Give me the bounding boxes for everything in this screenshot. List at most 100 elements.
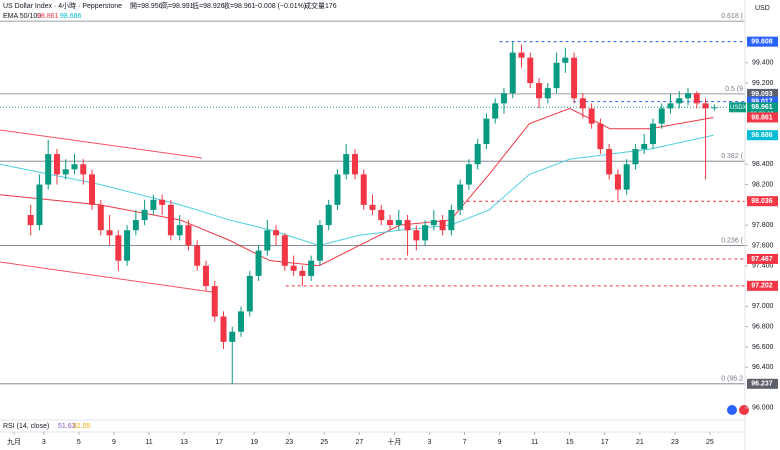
fib-label: 0.382 ( [721,153,743,160]
price-label: 97.467 [751,256,773,263]
candle-body [255,250,262,276]
candle-body [308,260,315,276]
ema-legend: EMA 50/100 [3,13,41,20]
candle-body [167,204,174,236]
quote-item: 成交量176 [304,1,337,10]
candle-body [614,174,621,190]
fib-label: 0.5 (9 [725,86,743,93]
price-label: 97.202 [751,283,773,290]
candle-body [246,275,253,312]
candle-body [649,123,656,144]
axis-unit: USD [755,5,770,12]
x-tick-label: 25 [320,439,328,446]
candle-body [264,230,271,251]
rsi-value: 51.63 [58,423,76,430]
candle-body [62,169,69,175]
candle-body [273,230,280,236]
price-box [729,102,746,113]
candle-body [588,108,595,124]
candle-body [562,57,569,63]
rsi-value: 51.55 [73,423,91,430]
x-tick-label: 9 [498,439,502,446]
y-tick-label: 97.800 [752,222,774,229]
candle-body [492,103,499,119]
candle-body [457,184,464,210]
price-label: 96.237 [751,381,773,388]
y-tick-label: 97.600 [752,242,774,249]
y-tick-label: 98.400 [752,161,774,168]
x-tick-label: 5 [77,439,81,446]
x-tick-label: 17 [215,439,223,446]
candle-body [623,164,630,190]
x-tick-label: 17 [601,439,609,446]
candle-body [159,199,166,205]
x-tick-label: 23 [671,439,679,446]
candle-body [702,103,709,109]
candle-body [430,220,437,226]
candle-body [106,230,113,236]
fib-label: 0.236 ( [721,237,743,244]
candle-body [439,220,446,231]
candle-body [422,225,429,241]
y-tick-label: 96.800 [752,323,774,330]
fib-label: 0 (96.2 [721,376,743,383]
candle-body [676,98,683,104]
price-label: 99.017 [751,98,773,105]
x-tick-label: 十月 [387,437,401,446]
candle-body [36,184,43,226]
candle-body [544,88,551,99]
x-tick-label: 27 [355,439,363,446]
quote-item: −0.008 (−0.01%) [254,3,306,10]
candle-body [150,199,157,210]
candle-body [185,225,192,246]
y-tick-label: 96.600 [752,344,774,351]
y-tick-label: 97.000 [752,303,774,310]
candle-body [27,215,34,226]
candle-body [536,83,543,99]
price-box [747,280,778,291]
candle-body [395,220,402,226]
x-tick-label: 23 [285,439,293,446]
icon[interactable] [739,405,749,415]
rsi-legend: RSI (14, close) [3,423,49,430]
candle-body [378,209,385,221]
ema-value: 98.686 [60,13,82,20]
candle-body [579,98,586,109]
price-label: 98.036 [751,198,773,205]
price-box [747,36,778,47]
candle-body [229,331,236,342]
candle-body [711,107,718,109]
x-tick-label: 19 [250,439,258,446]
candle-body [641,143,648,150]
y-tick-label: 97.400 [752,263,774,270]
quote-item: 收=98.961 [223,1,256,10]
candle-body [606,149,613,175]
candle-body [194,245,201,266]
price-tag: USDX [730,105,747,111]
channel-line [0,261,213,293]
candle-body [80,164,87,175]
candle-body [141,209,148,221]
candle-body [527,57,534,84]
candle-body [518,52,525,58]
candle-body [334,174,341,205]
icon[interactable] [727,405,737,415]
y-tick-label: 98.200 [752,181,774,188]
candle-body [465,164,472,185]
candle-body [53,154,60,175]
price-box [747,112,778,123]
x-tick-label: 25 [706,439,714,446]
candle-body [299,270,306,276]
ema-value: 98.861 [37,13,59,20]
candle-body [220,316,227,342]
candle-body [474,143,481,165]
candle-body [500,93,507,104]
candle-body [413,230,420,241]
candle-body [483,118,490,144]
candle-body [693,93,700,104]
candle-body [45,154,52,185]
x-tick-label: 13 [180,439,188,446]
candle-body [343,154,350,175]
candle-body [202,265,209,287]
